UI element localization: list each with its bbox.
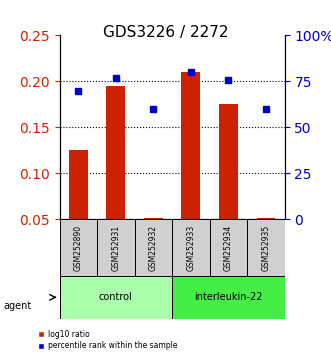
Bar <box>107 86 125 219</box>
Bar <box>219 104 238 219</box>
Text: control: control <box>99 292 133 302</box>
Bar <box>144 218 163 219</box>
Bar <box>257 218 275 219</box>
Text: GDS3226 / 2272: GDS3226 / 2272 <box>103 25 228 40</box>
FancyBboxPatch shape <box>210 219 247 276</box>
FancyBboxPatch shape <box>172 219 210 276</box>
Text: agent: agent <box>3 301 31 311</box>
Text: GSM252931: GSM252931 <box>111 225 120 271</box>
Bar <box>181 72 200 219</box>
FancyBboxPatch shape <box>97 219 135 276</box>
Text: GSM252934: GSM252934 <box>224 225 233 271</box>
FancyBboxPatch shape <box>247 219 285 276</box>
FancyBboxPatch shape <box>60 219 97 276</box>
FancyBboxPatch shape <box>172 276 285 319</box>
Text: GSM252933: GSM252933 <box>186 225 195 271</box>
Text: GSM252890: GSM252890 <box>74 225 83 271</box>
Text: GSM252935: GSM252935 <box>261 225 270 271</box>
Legend: log10 ratio, percentile rank within the sample: log10 ratio, percentile rank within the … <box>37 330 177 350</box>
Text: GSM252932: GSM252932 <box>149 225 158 271</box>
FancyBboxPatch shape <box>60 276 172 319</box>
Bar <box>69 150 88 219</box>
Text: interleukin-22: interleukin-22 <box>194 292 262 302</box>
FancyBboxPatch shape <box>135 219 172 276</box>
